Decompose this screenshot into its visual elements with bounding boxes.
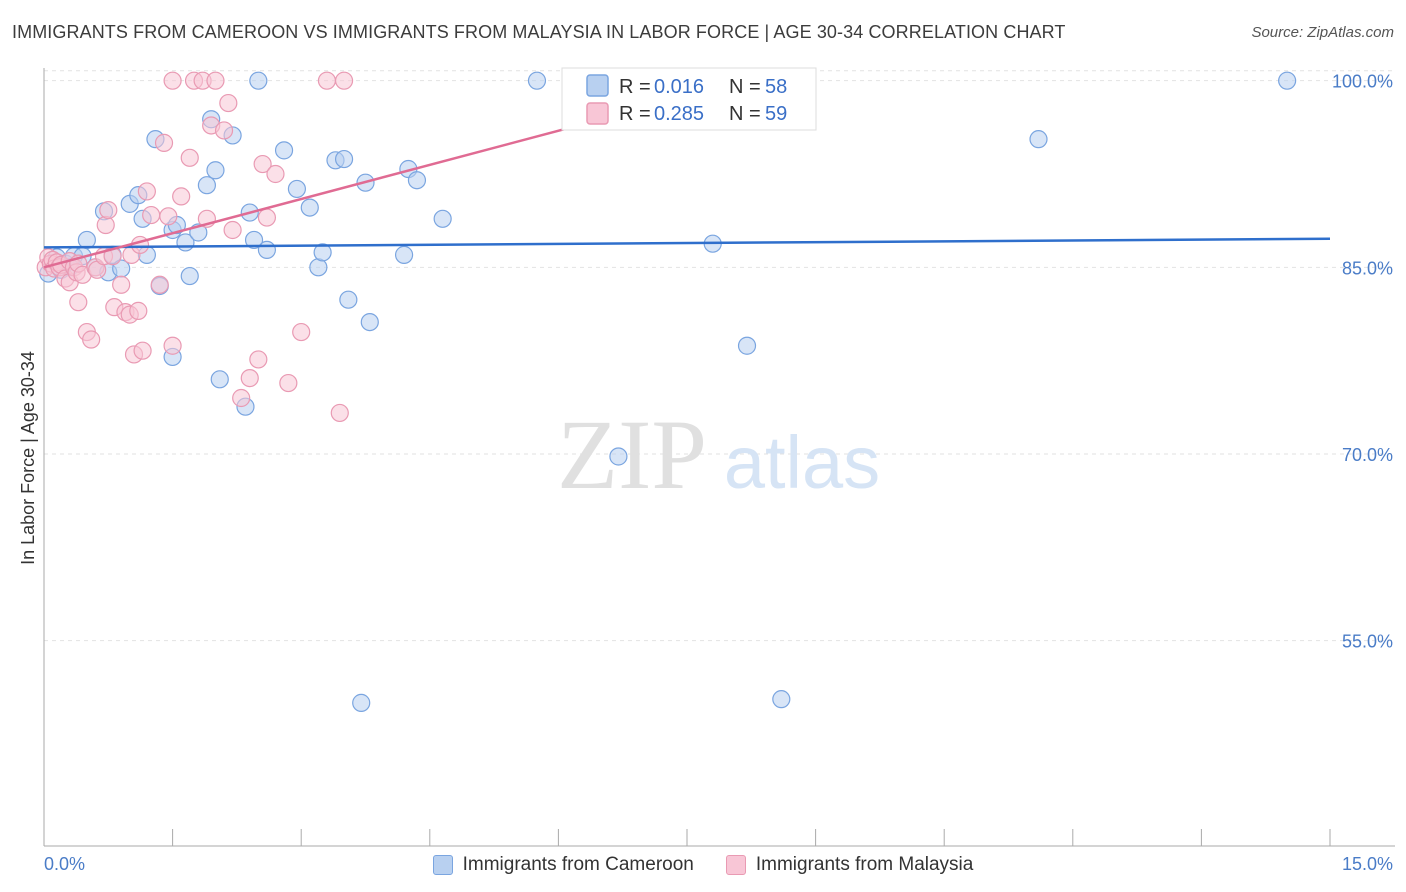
malaysia-point	[159, 207, 178, 226]
legend-item-malaysia[interactable]: Immigrants from Malaysia	[725, 854, 974, 876]
cameroon-point	[772, 690, 791, 709]
source-label: Source: ZipAtlas.com	[1251, 24, 1394, 41]
cameroon-point	[433, 209, 452, 228]
malaysia-point	[292, 322, 311, 342]
bottom-legend: Immigrants from Cameroon Immigrants from…	[0, 850, 1406, 880]
malaysia-point	[180, 148, 199, 167]
cameroon-point	[1278, 71, 1297, 90]
malaysia-point	[257, 208, 277, 227]
stats-legend-r-value: 0.016	[654, 76, 704, 98]
stats-legend-r-label: R =	[619, 103, 651, 125]
malaysia-point	[172, 187, 191, 206]
series-cameroon-points	[39, 71, 1297, 712]
malaysia-point	[112, 275, 131, 294]
stats-legend-swatch-blue	[586, 74, 609, 97]
watermark: ZIP atlas	[557, 399, 880, 510]
malaysia-point	[129, 301, 148, 320]
cameroon-point	[313, 243, 332, 262]
cameroon-point	[244, 230, 264, 250]
x-tick-label: 15.0%	[1342, 854, 1393, 874]
stats-legend: R = 0.016 N = 58 R = 0.285 N = 59	[561, 67, 817, 131]
y-axis-label: In Labor Force | Age 30-34	[18, 351, 38, 565]
malaysia-point	[317, 71, 337, 90]
cameroon-point	[360, 312, 379, 332]
malaysia-point	[206, 71, 225, 90]
axes	[43, 68, 1395, 847]
malaysia-point	[163, 336, 182, 355]
x-tick-label: 0.0%	[44, 854, 85, 874]
malaysia-point	[279, 373, 298, 393]
stats-legend-swatch-pink	[586, 102, 609, 125]
watermark-zip: ZIP	[557, 399, 707, 510]
malaysia-point	[163, 71, 182, 90]
malaysia-point	[240, 368, 259, 388]
cameroon-point	[180, 266, 199, 286]
cameroon-point	[527, 71, 547, 90]
stats-legend-n-value: 59	[765, 103, 787, 125]
cameroon-point	[197, 176, 216, 195]
cameroon-point	[210, 370, 229, 389]
cameroon-point	[609, 447, 628, 466]
cameroon-point	[352, 693, 371, 712]
malaysia-point	[133, 341, 152, 360]
malaysia-point	[253, 154, 272, 174]
legend-swatch-pink	[725, 855, 746, 875]
malaysia-point	[214, 121, 234, 140]
cameroon-point	[339, 290, 358, 309]
legend-item-cameroon[interactable]: Immigrants from Cameroon	[432, 854, 694, 876]
malaysia-point	[142, 205, 161, 225]
cameroon-point	[737, 336, 757, 355]
x-tick-labels: 0.0% 15.0%	[44, 854, 1393, 874]
watermark-atlas: atlas	[724, 421, 880, 504]
stats-legend-r-label: R =	[619, 76, 651, 98]
y-tick-label: 100.0%	[1332, 72, 1393, 92]
malaysia-point	[223, 220, 242, 240]
cameroon-point	[206, 161, 225, 180]
malaysia-point	[82, 330, 101, 349]
cameroon-point	[394, 245, 414, 264]
legend-label-malaysia: Immigrants from Malaysia	[755, 854, 974, 875]
trend-line-cameroon	[43, 237, 1331, 249]
cameroon-point	[407, 171, 427, 190]
cameroon-point	[287, 179, 307, 199]
cameroon-point	[1029, 130, 1048, 149]
malaysia-point	[137, 182, 156, 201]
legend-swatch-blue	[432, 855, 453, 875]
malaysia-point	[330, 403, 349, 423]
cameroon-point	[274, 141, 294, 160]
stats-legend-n-label: N =	[729, 103, 761, 125]
stats-legend-n-label: N =	[729, 76, 761, 98]
malaysia-point	[266, 164, 285, 184]
malaysia-point	[96, 215, 115, 235]
gridlines	[44, 70, 1395, 642]
y-tick-label: 70.0%	[1342, 445, 1393, 465]
malaysia-point	[99, 200, 118, 220]
legend-label-cameroon: Immigrants from Cameroon	[462, 854, 694, 875]
cameroon-point	[334, 149, 354, 169]
cameroon-point	[257, 240, 277, 260]
malaysia-point	[219, 93, 238, 113]
malaysia-point	[69, 293, 88, 312]
malaysia-point	[150, 275, 169, 294]
y-tick-label: 85.0%	[1342, 258, 1393, 278]
malaysia-point	[154, 133, 174, 152]
cameroon-point	[77, 230, 96, 250]
malaysia-point	[334, 71, 354, 90]
y-tick-label: 55.0%	[1342, 632, 1393, 652]
stats-legend-r-value: 0.285	[654, 103, 704, 125]
cameroon-point	[249, 71, 268, 90]
stats-legend-n-value: 58	[765, 76, 787, 98]
y-tick-labels: 55.0% 70.0% 85.0% 100.0%	[1332, 72, 1393, 652]
chart-title: IMMIGRANTS FROM CAMEROON VS IMMIGRANTS F…	[12, 22, 1066, 42]
malaysia-point	[232, 388, 251, 408]
cameroon-point	[300, 198, 319, 217]
cameroon-point	[309, 258, 328, 277]
malaysia-point	[249, 350, 268, 369]
